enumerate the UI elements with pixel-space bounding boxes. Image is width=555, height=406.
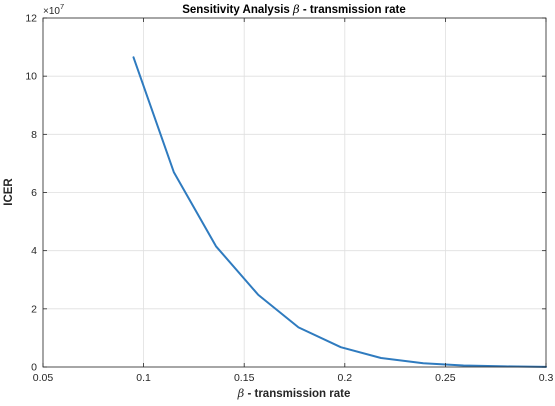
y-tick-label: 4 [31, 245, 37, 257]
x-tick-label: 0.25 [435, 372, 456, 384]
y-axis-label: ICER [3, 178, 15, 206]
grid [42, 17, 547, 368]
chart-title: Sensitivity Analysis β - transmission ra… [182, 2, 406, 16]
y-tick-label: 0 [31, 362, 37, 374]
x-tick-label: 0.1 [136, 372, 151, 384]
ticks: 0.05 0.1 0.15 0.2 0.25 0.3 0 2 4 6 8 10 12 [25, 13, 553, 385]
x-tick-label: 0.15 [234, 372, 255, 384]
x-axis-label: β - transmission rate [237, 386, 351, 400]
series-layer [132, 56, 547, 368]
y-tick-label: 6 [31, 187, 37, 199]
x-tick-label: 0.2 [337, 372, 352, 384]
y-tick-label: 12 [25, 13, 37, 25]
y-tick-label: 8 [31, 129, 37, 141]
y-tick-label: 2 [31, 303, 37, 315]
y-exponent: ×107 [43, 2, 64, 17]
y-tick-label: 10 [25, 71, 37, 83]
x-tick-label: 0.3 [539, 372, 554, 384]
x-tick-label: 0.05 [33, 372, 54, 384]
